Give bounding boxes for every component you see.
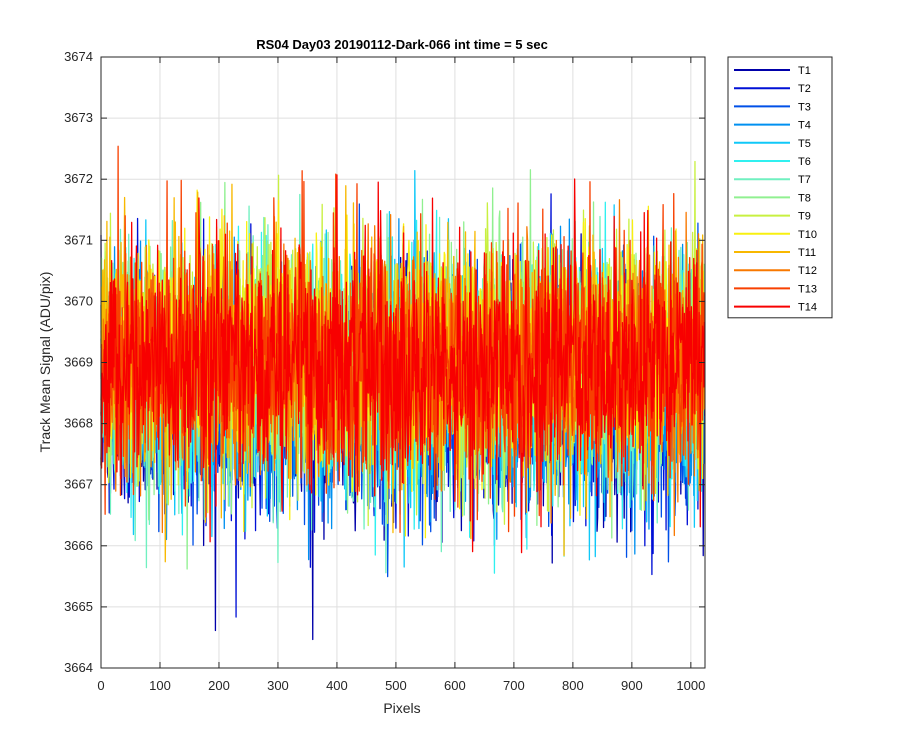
legend-entry-t5: T5 bbox=[798, 138, 811, 150]
x-tick-label: 500 bbox=[385, 678, 407, 693]
x-tick-label: 1000 bbox=[676, 678, 705, 693]
legend-entry-t1: T1 bbox=[798, 65, 811, 77]
x-tick-label: 900 bbox=[621, 678, 643, 693]
legend: T1 T2 T3 T4 T5 T6 T7 T8 T9 T10 T11 T12 T13 T14 bbox=[727, 56, 833, 319]
legend-entry-t12: T12 bbox=[798, 265, 817, 277]
y-tick-label: 3670 bbox=[64, 293, 93, 308]
legend-entry-t13: T13 bbox=[798, 283, 817, 295]
y-tick-label: 3671 bbox=[64, 232, 93, 247]
y-tick-label: 3672 bbox=[64, 171, 93, 186]
legend-entry-t2: T2 bbox=[798, 83, 811, 95]
ticks: 0 100 200 300 400 500 600 700 800 900 1000 3664 3665… bbox=[64, 49, 705, 693]
legend-entry-t7: T7 bbox=[798, 174, 811, 186]
legend-entry-t3: T3 bbox=[798, 101, 811, 113]
y-axis-label: Track Mean Signal (ADU/pix) bbox=[37, 272, 53, 453]
x-tick-label: 800 bbox=[562, 678, 584, 693]
y-tick-label: 3669 bbox=[64, 355, 93, 370]
y-tick-label: 3667 bbox=[64, 477, 93, 492]
y-tick-label: 3666 bbox=[64, 538, 93, 553]
legend-entry-t10: T10 bbox=[798, 229, 817, 241]
legend-entry-t14: T14 bbox=[798, 302, 817, 314]
legend-entry-t6: T6 bbox=[798, 156, 811, 168]
x-tick-label: 700 bbox=[503, 678, 525, 693]
y-tick-label: 3673 bbox=[64, 110, 93, 125]
x-tick-label: 300 bbox=[267, 678, 289, 693]
x-tick-label: 400 bbox=[326, 678, 348, 693]
x-tick-label: 600 bbox=[444, 678, 466, 693]
series-line-t14 bbox=[100, 174, 706, 554]
y-tick-label: 3674 bbox=[64, 49, 93, 64]
series-layer bbox=[100, 145, 706, 641]
legend-entry-t8: T8 bbox=[798, 192, 811, 204]
legend-entry-t11: T11 bbox=[798, 247, 816, 259]
x-tick-label: 100 bbox=[149, 678, 171, 693]
legend-entry-t9: T9 bbox=[798, 211, 811, 223]
chart-title: RS04 Day03 20190112-Dark-066 int time = … bbox=[256, 37, 548, 52]
legend-entry-t4: T4 bbox=[798, 120, 811, 132]
y-tick-label: 3664 bbox=[64, 660, 93, 675]
legend-box bbox=[727, 56, 833, 319]
y-tick-label: 3668 bbox=[64, 416, 93, 431]
x-tick-label: 0 bbox=[97, 678, 104, 693]
y-tick-label: 3665 bbox=[64, 599, 93, 614]
x-axis-label: Pixels bbox=[383, 700, 420, 716]
x-tick-label: 200 bbox=[208, 678, 230, 693]
